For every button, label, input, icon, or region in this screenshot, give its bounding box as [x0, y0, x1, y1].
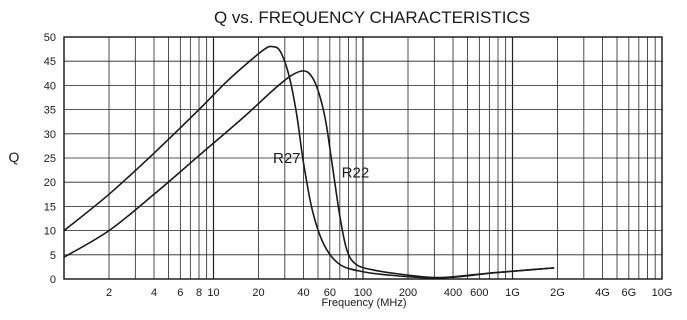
x-tick-label: 10G — [652, 287, 673, 299]
y-tick-label: 10 — [44, 226, 56, 238]
y-tick-label: 25 — [44, 153, 56, 165]
x-tick-label: 4 — [151, 287, 157, 299]
x-tick-label: 200 — [399, 287, 417, 299]
y-tick-label: 0 — [50, 274, 56, 286]
series-labels: R27 R22 — [273, 150, 369, 182]
x-tick-label: 10 — [207, 287, 219, 299]
series-lines — [63, 45, 555, 279]
series-line-r22 — [63, 70, 555, 279]
x-tick-label: 400 — [444, 287, 462, 299]
x-tick-label: 6 — [177, 287, 183, 299]
x-axis-label: Frequency (MHz) — [322, 297, 407, 309]
series-label-r27: R27 — [273, 150, 301, 167]
y-tick-label: 15 — [44, 201, 56, 213]
x-tick-label: 20 — [252, 287, 264, 299]
tick-labels: 0 5 10 15 20 25 30 35 40 45 50 2 4 6 8 10 20 40 60 100 200 40… — [44, 32, 673, 299]
x-tick-label: 100 — [354, 287, 372, 299]
series-line-r27 — [63, 45, 555, 279]
plot-frame — [63, 36, 663, 280]
x-tick-label: 6G — [621, 287, 636, 299]
x-tick-label: 1G — [505, 287, 520, 299]
chart-title: Q vs. FREQUENCY CHARACTERISTICS — [214, 8, 530, 27]
y-tick-label: 45 — [44, 56, 56, 68]
grid — [63, 36, 663, 280]
y-tick-label: 50 — [44, 32, 56, 44]
x-tick-label: 40 — [297, 287, 309, 299]
y-axis-label: Q — [9, 149, 20, 165]
y-tick-label: 5 — [50, 250, 56, 262]
x-tick-label: 4G — [595, 287, 610, 299]
y-tick-label: 40 — [44, 80, 56, 92]
x-tick-label: 60 — [324, 287, 336, 299]
x-tick-label: 2 — [106, 287, 112, 299]
y-tick-label: 30 — [44, 129, 56, 141]
x-tick-label: 600 — [470, 287, 488, 299]
x-tick-label: 8 — [196, 287, 202, 299]
x-tick-label: 2G — [550, 287, 565, 299]
series-label-r22: R22 — [342, 164, 370, 181]
y-tick-label: 20 — [44, 177, 56, 189]
y-tick-label: 35 — [44, 105, 56, 117]
